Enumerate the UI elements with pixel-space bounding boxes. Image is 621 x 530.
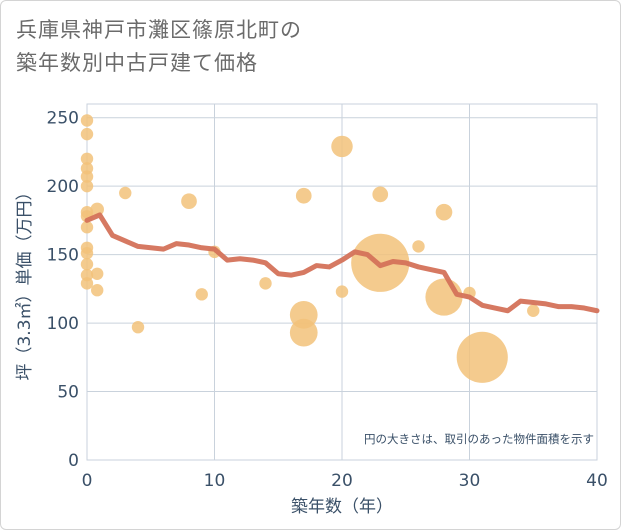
y-tick-label: 150 — [47, 246, 79, 266]
bubble-point — [80, 127, 94, 141]
x-tick-label: 30 — [459, 471, 481, 491]
chart-title-line1: 兵庫県神戸市灘区篠原北町の — [16, 18, 302, 42]
bubble-point — [435, 203, 453, 221]
x-axis-label: 築年数（年） — [291, 497, 393, 517]
bubble-point — [131, 320, 145, 334]
bubble-point — [80, 170, 94, 183]
bubble-point — [259, 277, 272, 290]
bubble-point — [119, 186, 132, 200]
x-tick-label: 20 — [331, 471, 353, 491]
y-tick-label: 0 — [68, 451, 79, 471]
chart-title-line2: 築年数別中古戸建て価格 — [16, 51, 258, 75]
bubble-point — [331, 135, 353, 158]
y-tick-label: 200 — [47, 177, 79, 197]
bubble-point — [80, 114, 94, 127]
y-tick-label: 50 — [57, 383, 79, 403]
bubble-point — [527, 304, 540, 317]
bubble-size-note: 円の大きさは、取引のあった物件面積を示す — [364, 432, 594, 446]
y-tick-label: 100 — [47, 314, 79, 334]
x-tick-label: 0 — [82, 471, 93, 491]
y-axis-ticks: 0 50 100 150 200 250 — [47, 109, 79, 471]
bubble-point — [425, 278, 463, 316]
bubble-point — [181, 193, 197, 210]
x-tick-label: 40 — [586, 471, 608, 491]
bubble-point — [80, 221, 94, 234]
chart-title: 兵庫県神戸市灘区篠原北町の 築年数別中古戸建て価格 — [16, 14, 302, 80]
bubble-point — [91, 284, 104, 297]
x-axis-ticks: 0 10 20 30 40 — [82, 471, 608, 491]
trend-line — [84, 212, 600, 314]
bubble-point — [412, 240, 425, 253]
trend-line-group — [84, 212, 600, 314]
bubble-point — [80, 179, 94, 193]
bubble-point — [195, 288, 208, 301]
bubble-point — [80, 277, 94, 290]
bubble-point — [295, 187, 312, 204]
bubble-point — [80, 152, 94, 165]
bubble-point — [91, 267, 104, 280]
grid-lines — [87, 104, 597, 460]
bubble-point — [80, 258, 94, 271]
y-tick-label: 250 — [47, 109, 79, 129]
bubble-point — [335, 285, 349, 298]
bubble-point — [372, 186, 389, 203]
y-axis-label: 坪（3.3㎡）単価（万円） — [15, 183, 35, 380]
bubble-point — [289, 318, 318, 347]
bubble-point — [456, 331, 508, 383]
bubble-point — [80, 247, 94, 260]
x-tick-label: 10 — [204, 471, 226, 491]
